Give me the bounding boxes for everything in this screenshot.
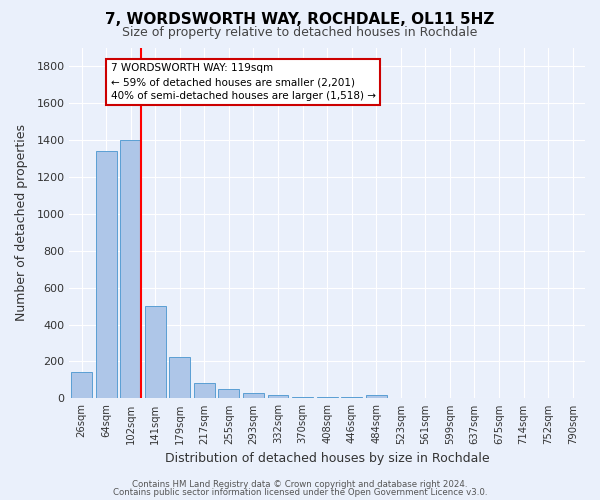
Text: 7 WORDSWORTH WAY: 119sqm
← 59% of detached houses are smaller (2,201)
40% of sem: 7 WORDSWORTH WAY: 119sqm ← 59% of detach… (110, 64, 376, 102)
Bar (292, 396, 313, 398)
Bar (268, 394, 289, 398)
Bar (243, 393, 264, 398)
Bar (145, 306, 166, 398)
Text: Contains public sector information licensed under the Open Government Licence v3: Contains public sector information licen… (113, 488, 487, 497)
Text: Contains HM Land Registry data © Crown copyright and database right 2024.: Contains HM Land Registry data © Crown c… (132, 480, 468, 489)
Bar (366, 394, 387, 398)
Bar (169, 357, 190, 399)
Bar (218, 389, 239, 398)
X-axis label: Distribution of detached houses by size in Rochdale: Distribution of detached houses by size … (165, 452, 490, 465)
Bar (120, 140, 141, 398)
Bar (96, 151, 116, 398)
Bar (194, 382, 215, 398)
Bar (341, 396, 362, 398)
Bar (317, 396, 338, 398)
Y-axis label: Number of detached properties: Number of detached properties (15, 124, 28, 322)
Text: 7, WORDSWORTH WAY, ROCHDALE, OL11 5HZ: 7, WORDSWORTH WAY, ROCHDALE, OL11 5HZ (106, 12, 494, 28)
Text: Size of property relative to detached houses in Rochdale: Size of property relative to detached ho… (122, 26, 478, 39)
Bar (71, 372, 92, 398)
